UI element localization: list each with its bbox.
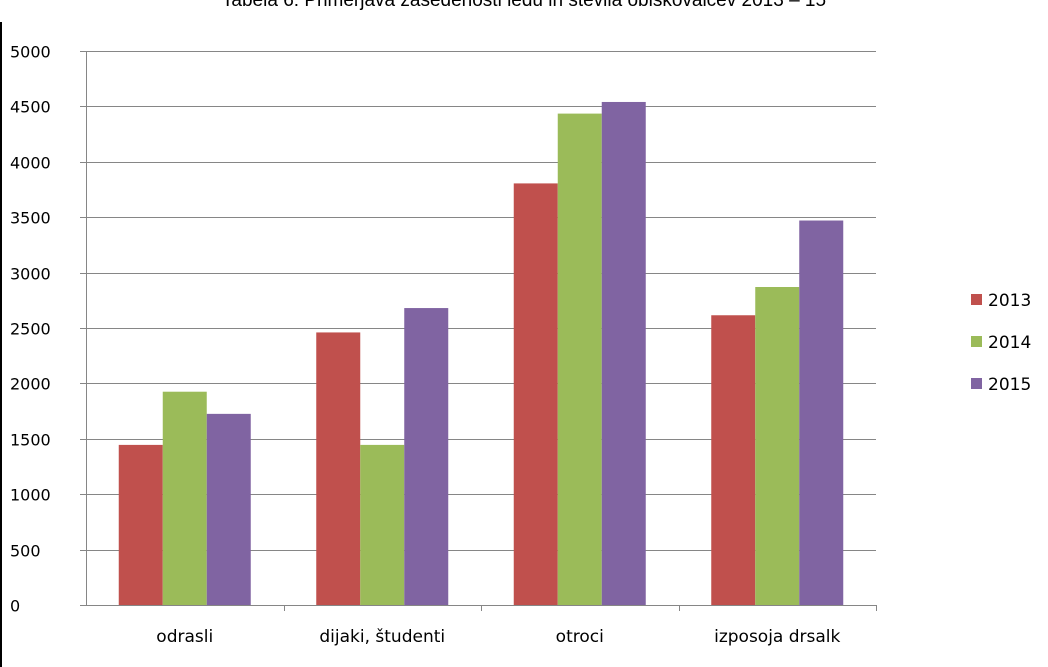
bar-2013-0: [118, 444, 163, 605]
bar-2013-2: [513, 183, 558, 605]
y-tick-label: 4000: [10, 154, 51, 173]
y-tick-label: 1500: [10, 431, 51, 450]
bar-2014-0: [162, 391, 207, 605]
bar-2013-3: [711, 315, 756, 605]
legend-swatch: [971, 294, 982, 305]
y-tick-label: 3000: [10, 265, 51, 284]
legend: 2013 2014 2015: [971, 291, 1031, 395]
bar-2015-0: [206, 413, 251, 605]
chart-title: Tabela 6: Primerjava zasedenosti ledu in…: [221, 0, 827, 11]
legend-swatch: [971, 378, 982, 389]
bar-2015-1: [404, 308, 449, 605]
y-tick-label: 4500: [10, 98, 51, 117]
bar-2015-3: [799, 220, 844, 606]
y-tick-label: 0: [10, 597, 20, 616]
bar-2013-1: [316, 332, 361, 605]
y-tick-label: 1000: [10, 486, 51, 505]
chart-frame: [0, 22, 1048, 667]
x-category-label: dijaki, študenti: [319, 627, 445, 647]
axis-labels: 0 500 1000 1500 2000 2500 3000 3500 4000 4500 5000…: [10, 43, 841, 648]
y-tick-label: 3500: [10, 209, 51, 228]
bar-2015-2: [601, 101, 646, 605]
y-tick-label: 2000: [10, 375, 51, 394]
bar-2014-1: [360, 444, 405, 605]
bar-2014-2: [557, 113, 602, 606]
bars: [118, 101, 844, 606]
x-category-label: izposoja drsalk: [714, 627, 840, 647]
x-category-label: otroci: [556, 627, 604, 647]
legend-label: 2014: [988, 333, 1031, 353]
axes: [80, 51, 877, 611]
y-tick-label: 500: [10, 542, 41, 561]
legend-label: 2013: [988, 291, 1031, 311]
y-tick-label: 5000: [10, 43, 51, 62]
y-tick-label: 2500: [10, 320, 51, 339]
legend-label: 2015: [988, 375, 1031, 395]
legend-swatch: [971, 336, 982, 347]
bar-2014-3: [755, 287, 800, 605]
x-category-label: odrasli: [156, 627, 213, 647]
